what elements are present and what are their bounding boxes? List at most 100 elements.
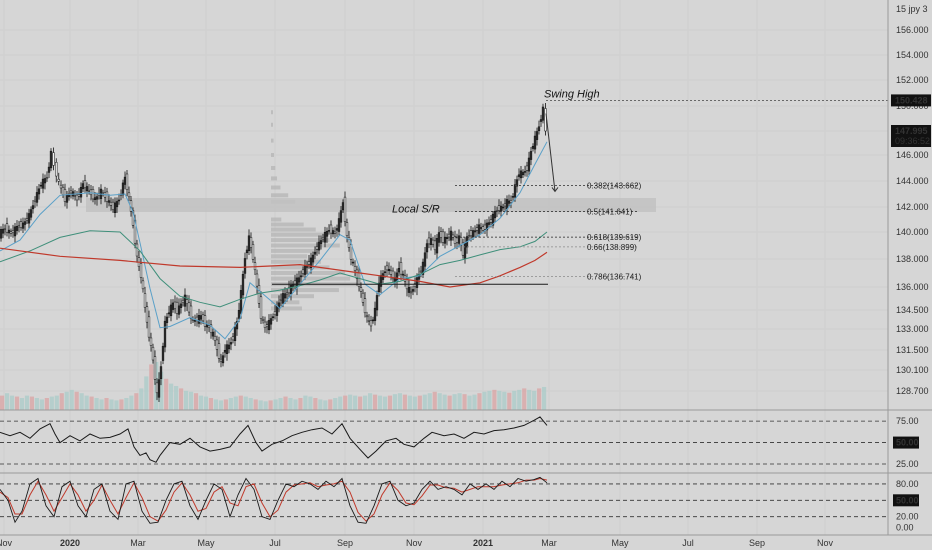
candle-body: [203, 315, 207, 327]
x-tick-label: Sep: [337, 538, 353, 548]
volume-bar: [348, 394, 353, 410]
candle-body: [343, 196, 347, 222]
candle-body: [409, 291, 413, 294]
candle-body: [271, 316, 275, 319]
candle-body: [49, 150, 53, 169]
candle-body: [351, 261, 355, 264]
arrow-head-icon: [551, 187, 559, 193]
candle-body: [123, 176, 127, 185]
candle-body: [481, 226, 485, 231]
volume-profile-bar: [271, 259, 321, 264]
volume-bar: [477, 393, 482, 410]
x-tick-label: Mar: [130, 538, 146, 548]
volume-bar: [353, 395, 358, 410]
candle-body: [37, 188, 41, 195]
candle-body: [7, 229, 11, 234]
candle-body: [471, 230, 475, 237]
candle-body: [469, 230, 473, 237]
candle-body: [321, 237, 325, 240]
candle-body: [93, 197, 97, 200]
fib-label: 0.618(139.619): [587, 233, 642, 242]
x-tick-label: Nov: [406, 538, 423, 548]
volume-bar: [188, 391, 194, 410]
candle-body: [157, 379, 161, 398]
candle-body: [365, 315, 369, 318]
volume-bars: [0, 362, 547, 410]
candle-body: [0, 229, 3, 239]
x-tick-label: Jul: [269, 538, 281, 548]
price-axis[interactable]: 156.000154.000152.000150.000148.000146.0…: [887, 0, 931, 535]
candle-body: [473, 230, 477, 233]
candle-body: [52, 152, 55, 166]
candle-body: [531, 145, 535, 149]
candle-body: [279, 298, 283, 301]
volume-bar: [228, 398, 233, 410]
candle-body: [15, 226, 19, 231]
y-tick-label: 140.000: [896, 227, 929, 237]
candle-body: [389, 270, 393, 275]
candle-body: [65, 194, 69, 203]
candle-body: [231, 336, 235, 341]
candle-body: [169, 304, 173, 317]
candle-body: [175, 301, 179, 314]
volume-bar: [29, 396, 35, 410]
volume-bar: [144, 376, 149, 410]
y-tick-label: 152.000: [896, 75, 929, 85]
volume-bar: [442, 394, 447, 410]
candle-body: [449, 230, 453, 241]
x-tick-label: 2021: [473, 538, 493, 548]
candle-body: [341, 202, 345, 211]
candle-body: [347, 237, 351, 248]
volume-bar: [169, 383, 174, 410]
volume-profile-bar: [271, 110, 273, 115]
candle-body: [333, 231, 337, 234]
candle-body: [477, 224, 481, 234]
candle-body: [475, 227, 479, 231]
volume-bar: [134, 393, 139, 410]
volume-profile-bar: [271, 254, 308, 259]
candle-body: [369, 320, 373, 327]
volume-bar: [4, 393, 10, 410]
volume-bar: [193, 393, 199, 410]
candle-body: [153, 356, 157, 380]
volume-bar: [532, 390, 537, 410]
volume-bar: [447, 395, 452, 410]
candle-body: [177, 305, 181, 315]
candle-body: [307, 261, 311, 265]
candle-body: [275, 305, 279, 316]
candle-body: [155, 382, 159, 394]
candle-body: [171, 302, 175, 310]
candle-body: [415, 277, 419, 288]
volume-bar: [298, 398, 303, 410]
candle-body: [81, 183, 85, 190]
stoch-level-label: 0.00: [896, 523, 914, 533]
volume-bar: [288, 398, 293, 410]
volume-bar: [517, 389, 522, 410]
candle-body: [379, 275, 383, 287]
candle-body: [5, 223, 9, 233]
candle-body: [499, 205, 503, 212]
volume-bar: [203, 396, 209, 410]
candle-body: [75, 194, 79, 201]
volume-bar: [174, 386, 179, 410]
volume-profile-bar: [271, 153, 275, 157]
candle-body: [67, 193, 71, 197]
candle-body: [21, 222, 25, 229]
candle-body: [29, 209, 33, 218]
candle-body: [487, 222, 491, 225]
candle-body: [35, 192, 39, 203]
time-axis[interactable]: Nov 2020 Mar May Jul Sep Nov 2021 Mar May Jul Sep No…: [0, 534, 932, 548]
volume-bar: [452, 394, 457, 410]
volume-bar: [487, 390, 492, 410]
candle-body: [149, 337, 153, 346]
candle-body: [285, 292, 289, 295]
candle-body: [13, 226, 17, 237]
candle-body: [339, 210, 343, 223]
candle-body: [331, 230, 335, 235]
candle-body: [163, 320, 167, 348]
candle-body: [267, 320, 271, 331]
candle-body: [63, 189, 67, 202]
volume-bar: [19, 398, 25, 410]
volume-profile-bar: [271, 271, 345, 275]
